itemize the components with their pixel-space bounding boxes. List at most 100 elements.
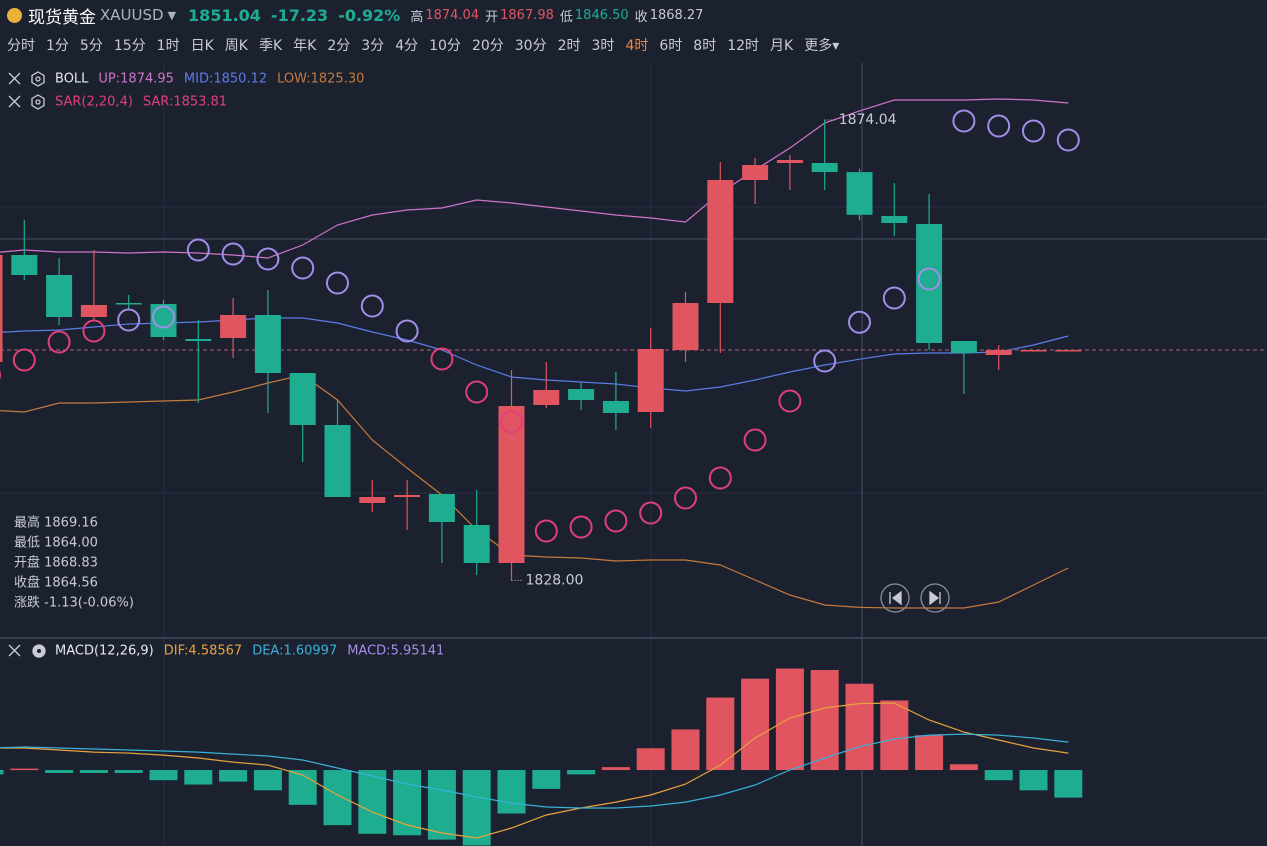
sar-point [1022,119,1045,143]
annotation-label: 1828.00 [526,572,584,588]
timeframe-tab[interactable]: 3分 [361,38,385,54]
candle-body [881,216,908,223]
sar-point [534,519,558,543]
timeframe-tab[interactable]: 12时 [727,38,760,54]
sar-point [117,308,141,332]
indicator-line [0,374,1069,609]
macd-bar [601,767,630,771]
timeframe-tab[interactable]: 季K [258,38,283,54]
timeframe-tab[interactable]: 10分 [429,38,461,54]
timeframe-tab[interactable]: 5分 [79,38,103,54]
symbol[interactable]: XAUUSD [100,6,164,24]
candle-body [46,275,73,317]
timeframe-tab[interactable]: 4分 [395,38,419,54]
indicator-value: MID:1850.12 [184,72,267,87]
close-icon[interactable] [8,72,21,85]
indicator-name: BOLL [55,72,89,87]
timeframe-tab[interactable]: 1分 [46,38,69,54]
indicator-value: UP:1874.95 [98,72,174,87]
timeframe-tab[interactable]: 更多▾ [804,38,840,54]
macd-bar [810,670,839,771]
timeframe-tab[interactable]: 30分 [514,38,547,54]
macd-bar [880,700,909,771]
sar-point [813,349,837,373]
timeframe-tab[interactable]: 月K [770,38,794,54]
stat-label: 低 [559,9,573,25]
indicator-value: MACD:5.95141 [347,644,444,659]
candle-body [602,401,629,413]
stat-label: 开 [485,9,499,25]
stat-value: 1868.27 [649,7,704,23]
info-line: 涨跌 -1.13(-0.06%) [14,595,134,611]
sar-point [743,428,767,452]
timeframe-tab[interactable]: 4时 [625,38,649,54]
macd-bar [0,770,4,775]
sar-point [465,380,489,404]
timeframe-tab[interactable]: 20分 [471,38,504,54]
timeframe-tab[interactable]: 1时 [156,38,180,54]
candle-body [498,406,525,563]
timeframe-tab[interactable]: 2时 [557,38,581,54]
sar-point [291,256,315,280]
sar-point [430,347,454,371]
header: 现货黄金 XAUUSD ▼ 1851.04 -17.23 -0.92% 高 187… [0,0,1267,30]
legends: BOLL UP:1874.95 MID:1850.12 LOW:1825.30 SAR(… [55,72,444,659]
macd-bar [741,678,770,771]
macd-bar [567,770,596,775]
dropdown-caret[interactable]: ▼ [167,8,177,22]
timeframe-tab[interactable]: 8时 [693,38,717,54]
indicator-line [0,98,1069,259]
macd-bar [462,770,491,846]
macd-bar [288,770,317,805]
timeframe-tab[interactable]: 分时 [7,38,35,54]
stat-value: 1846.50 [574,7,629,23]
price: 1851.04 [188,5,261,25]
candle-body [394,495,421,497]
sar-point [12,348,36,372]
timeframe-tab[interactable]: 周K [224,38,248,54]
indicator-value: SAR:1853.81 [143,95,227,110]
sar-point [360,294,384,318]
timeframe-tab[interactable]: 3时 [591,38,615,54]
close-icon[interactable] [8,644,21,657]
macd-bar [114,770,143,773]
prev-button[interactable] [880,583,910,613]
indicator-line [0,733,1069,809]
indicator-value: DEA:1.60997 [252,644,337,659]
timeframe-tab[interactable]: 2分 [327,38,351,54]
main-chart: 1874.04 1828.00 [0,98,1267,609]
indicator-value: DIF:4.58567 [164,644,242,659]
macd-bar [1019,770,1048,791]
info-line: 最低 1864.00 [14,536,98,551]
sar-point [708,466,732,490]
instrument-name[interactable]: 现货黄金 [28,7,96,28]
timeframe-tab[interactable]: 15分 [113,38,146,54]
candle-body [776,160,803,163]
sar-point [952,109,976,133]
candle-body [220,315,247,338]
macd-bar [10,768,39,771]
settings-icon[interactable] [31,71,45,87]
sar-point [882,286,906,310]
next-button[interactable] [920,583,950,613]
timeframe-tab[interactable]: 年K [293,38,317,54]
sar-point [395,319,419,343]
close-icon[interactable] [8,95,21,108]
macd-bar [79,770,108,773]
macd-bar [706,697,735,771]
timeframe-tab[interactable]: 日K [190,38,214,54]
sar-point [604,509,628,533]
sar-point [221,242,245,266]
candle-body [1055,350,1082,352]
macd-bar [219,770,248,782]
candle-body [11,255,38,275]
candle-body [254,315,281,373]
macd-bar [184,770,213,785]
macd-bar [497,770,526,814]
candle-body [533,390,560,405]
timeframe-tab[interactable]: 6时 [659,38,683,54]
macd-bar [253,770,282,791]
settings-icon[interactable] [31,94,45,110]
macd-bar [636,748,665,771]
